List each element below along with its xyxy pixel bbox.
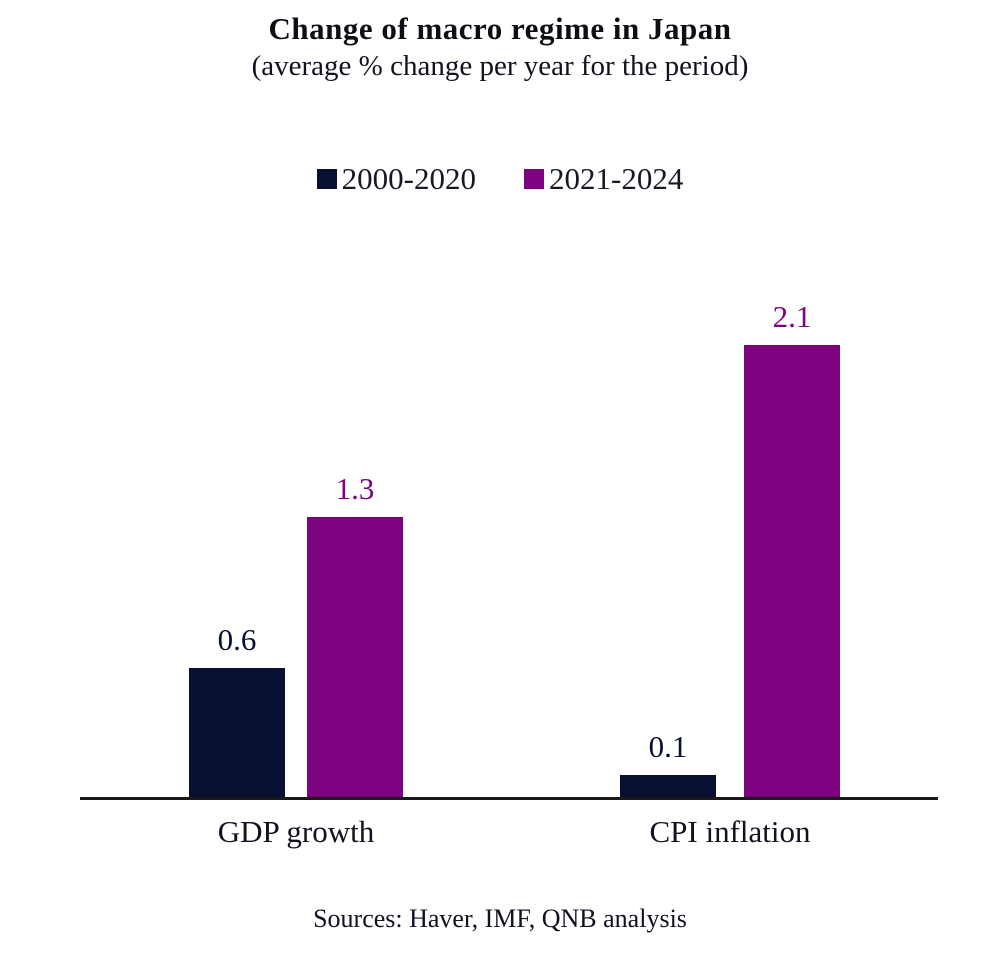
category-label-cpi-inflation: CPI inflation	[649, 814, 811, 849]
x-axis-line	[80, 797, 938, 800]
legend-label-2021-2024: 2021-2024	[549, 161, 684, 196]
bar-cpi-inflation-2021-2024: 2.1	[744, 280, 840, 797]
bar-gdp-growth-2021-2024: 1.3	[307, 280, 403, 797]
chart-title: Change of macro regime in Japan	[268, 11, 732, 46]
value-label-gdp-2021-2024: 1.3	[335, 470, 375, 506]
value-label-cpi-2000-2020: 0.1	[648, 729, 688, 765]
legend-swatch-2021-2024-icon	[524, 169, 544, 189]
bar-rect-gdp-2000-2020	[189, 667, 285, 797]
legend-item-2000-2020: 2000-2020	[316, 161, 476, 197]
legend-item-2021-2024: 2021-2024	[524, 161, 683, 197]
category-label-gdp-growth: GDP growth	[217, 814, 375, 849]
bar-rect-cpi-2000-2020	[620, 775, 716, 797]
bar-rect-cpi-2021-2024	[744, 344, 840, 797]
legend-swatch-2000-2020-icon	[316, 169, 337, 189]
bar-cpi-inflation-2000-2020: 0.1	[620, 280, 716, 797]
sources-note: Sources: Haver, IMF, QNB analysis	[313, 904, 687, 933]
plot-area: 0.6 1.3 0.1 2.1	[0, 280, 1000, 797]
value-label-cpi-2021-2024: 2.1	[772, 298, 812, 334]
bar-rect-gdp-2021-2024	[307, 516, 403, 797]
category-axis-labels: GDP growth CPI inflation	[0, 800, 1000, 858]
bar-gdp-growth-2000-2020: 0.6	[189, 280, 285, 797]
chart-subtitle: (average % change per year for the perio…	[251, 50, 749, 82]
legend: 2000-2020 2021-2024	[0, 160, 1000, 198]
legend-label-2000-2020: 2000-2020	[341, 161, 476, 196]
value-label-gdp-2000-2020: 0.6	[217, 621, 257, 657]
x-axis	[0, 797, 1000, 800]
